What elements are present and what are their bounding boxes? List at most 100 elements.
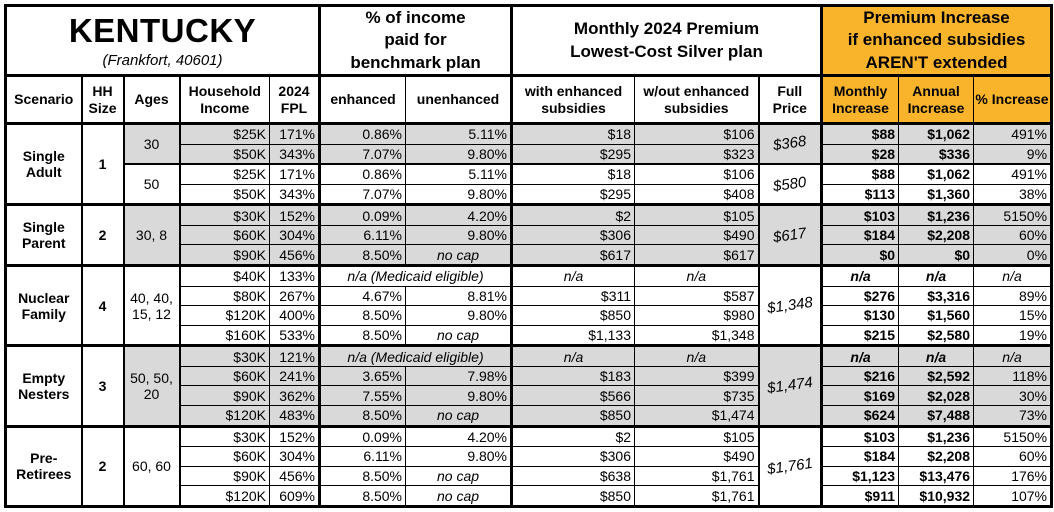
full-price-value: $580	[772, 173, 808, 195]
cell-wout-subsidies: $105	[634, 203, 760, 226]
col-full-price: Full Price	[757, 75, 823, 125]
cell-fpl: 362%	[268, 385, 321, 406]
cell-fpl: 121%	[268, 344, 321, 367]
cell-fpl: 533%	[268, 324, 321, 347]
cell-fpl: 343%	[268, 183, 321, 206]
cell-household-income: $30K	[178, 424, 270, 448]
cell-fpl: 267%	[268, 285, 321, 307]
cell-enhanced-pct: 7.07%	[318, 183, 407, 206]
cell-ages: 30	[122, 122, 180, 165]
table-row: $120K 609% 8.50% no cap $850 $1,761 $911 $10,93…	[6, 485, 1053, 507]
full-price-value: $368	[772, 133, 808, 155]
table-row: $90K 362% 7.55% 9.80% $566 $735 $169 $2,028 30%	[6, 385, 1053, 406]
cell-fpl: 456%	[268, 465, 321, 487]
cell-with-subsidies: $638	[510, 465, 636, 487]
cell-with-subsidies: $850	[510, 305, 636, 326]
cell-fpl: 171%	[268, 122, 321, 145]
col-scenario: Scenario	[5, 75, 82, 125]
table-row: Pre- Retirees 2 60, 60 $30K 152% 0.09% 4.20% $2…	[5, 424, 1053, 508]
cell-wout-subsidies: n/a	[634, 344, 760, 367]
cell-annual-increase: $1,062	[898, 122, 975, 145]
full-price-value: $1,474	[765, 374, 814, 398]
table-row: Empty Nesters 3 50, 50, 20 $30K 121% n/a (Med…	[5, 344, 1053, 427]
cell-wout-subsidies: $1,474	[634, 404, 760, 427]
cell-pct-increase: n/a	[973, 344, 1053, 367]
cell-wout-subsidies: $106	[634, 122, 760, 145]
cell-household-income: $50K	[178, 183, 270, 206]
cell-fpl: 304%	[268, 224, 321, 246]
cell-monthly-increase: $911	[820, 485, 900, 507]
cell-with-subsidies: $18	[510, 163, 636, 185]
cell-annual-increase: $0	[898, 244, 975, 267]
cell-with-subsidies: $850	[510, 404, 636, 427]
cell-household-income: $90K	[178, 244, 270, 267]
cell-monthly-increase: $103	[820, 203, 900, 226]
cell-pct-increase: 15%	[973, 305, 1053, 326]
cell-household-income: $160K	[178, 324, 270, 347]
cell-annual-increase: $1,236	[898, 424, 975, 448]
cell-with-subsidies: $1,133	[510, 324, 636, 347]
table-row: $90K 456% 8.50% no cap $638 $1,761 $1,123 $13,4…	[6, 465, 1053, 487]
cell-with-subsidies: $2	[510, 203, 636, 226]
cell-enhanced-pct: 8.50%	[318, 324, 407, 347]
cell-household-income: $30K	[178, 344, 270, 367]
cell-wout-subsidies: $490	[634, 446, 760, 467]
cell-wout-subsidies: $587	[634, 285, 760, 307]
cell-monthly-increase: n/a	[820, 344, 900, 367]
cell-pct-increase: 5150%	[973, 424, 1053, 448]
cell-household-income: $60K	[178, 446, 270, 467]
cell-monthly-increase: $169	[820, 385, 900, 406]
cell-wout-subsidies: $980	[634, 305, 760, 326]
cell-ages: 30, 8	[122, 203, 180, 267]
page-subtitle: (Frankfort, 40601)	[102, 51, 223, 69]
cell-annual-increase: $336	[898, 143, 975, 165]
cell-with-subsidies: $850	[510, 485, 636, 507]
cell-medicaid-note: n/a (Medicaid eligible)	[318, 344, 513, 367]
cell-annual-increase: n/a	[898, 264, 975, 287]
cell-with-subsidies: $306	[510, 446, 636, 467]
cell-monthly-increase: $0	[820, 244, 900, 267]
cell-scenario: Empty Nesters	[5, 344, 82, 427]
cell-unenhanced-pct: no cap	[405, 485, 513, 507]
cell-household-income: $120K	[178, 485, 270, 507]
cell-hh-size: 1	[80, 121, 124, 206]
col-fpl: 2024 FPL	[268, 75, 321, 125]
cell-pct-increase: n/a	[973, 264, 1053, 287]
cell-enhanced-pct: 0.09%	[318, 424, 407, 448]
cell-monthly-increase: $113	[820, 183, 900, 206]
cell-unenhanced-pct: 8.81%	[405, 285, 513, 307]
table-title-cell: KENTUCKY (Frankfort, 40601)	[3, 4, 322, 77]
cell-monthly-increase: $103	[820, 424, 900, 448]
cell-pct-increase: 118%	[973, 365, 1053, 387]
cell-unenhanced-pct: 4.20%	[405, 203, 513, 226]
col-unenhanced: unenhanced	[405, 75, 513, 125]
cell-monthly-increase: $184	[820, 224, 900, 246]
cell-wout-subsidies: $1,761	[634, 485, 760, 507]
cell-enhanced-pct: 8.50%	[318, 485, 407, 507]
cell-unenhanced-pct: no cap	[405, 465, 513, 487]
table-row: Nuclear Family 4 40, 40, 15, 12 $40K 133% n/a…	[5, 264, 1053, 347]
cell-annual-increase: $1,560	[898, 305, 975, 326]
cell-wout-subsidies: $408	[634, 183, 760, 206]
cell-unenhanced-pct: 9.80%	[405, 446, 513, 467]
cell-household-income: $60K	[178, 365, 270, 387]
cell-hh-size: 3	[80, 344, 124, 427]
col-ages: Ages	[122, 75, 180, 125]
cell-household-income: $80K	[178, 285, 270, 307]
column-header-row: Scenario HH Size Ages Household Income 2…	[5, 75, 1053, 125]
cell-pct-increase: 38%	[973, 183, 1053, 206]
cell-scenario: Single Parent	[5, 203, 82, 267]
cell-household-income: $90K	[178, 465, 270, 487]
cell-fpl: 400%	[268, 305, 321, 326]
cell-hh-size: 2	[80, 203, 124, 267]
cell-fpl: 171%	[268, 163, 321, 185]
cell-pct-increase: 60%	[973, 224, 1053, 246]
cell-enhanced-pct: 8.50%	[318, 244, 407, 267]
cell-monthly-increase: $216	[820, 365, 900, 387]
cell-annual-increase: $7,488	[898, 404, 975, 427]
cell-monthly-increase: $276	[820, 285, 900, 307]
col-monthly-increase: Monthly Increase	[820, 75, 900, 125]
cell-pct-increase: 5150%	[973, 203, 1053, 226]
cell-hh-size: 2	[80, 424, 124, 508]
col-annual-increase: Annual Increase	[898, 75, 975, 125]
